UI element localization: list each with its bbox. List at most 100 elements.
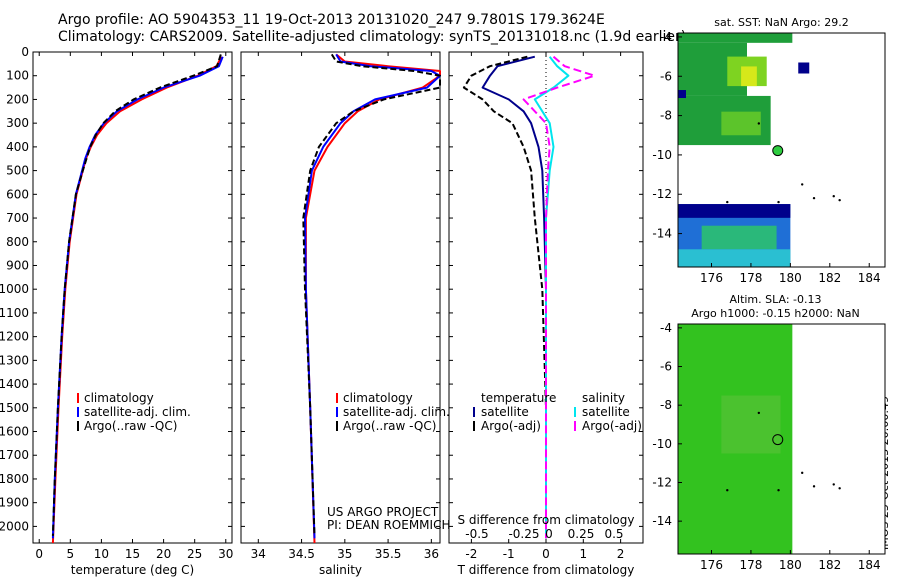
x-axis-label: salinity	[319, 563, 362, 577]
island-marker	[812, 196, 816, 200]
x-tick-label: 180	[779, 271, 802, 285]
y-tick-label: -14	[652, 514, 672, 528]
figure-title-line2: Climatology: CARS2009. Satellite-adjuste…	[58, 29, 687, 45]
island-marker	[777, 489, 780, 492]
series-line-temperature-argo-adj-	[462, 55, 547, 539]
sla-field-anomaly	[721, 395, 781, 454]
legend-label: Argo(..raw -QC)	[343, 419, 436, 433]
x-tick-label: -1	[503, 547, 515, 561]
x-tick-label: 176	[700, 271, 723, 285]
legend-label: climatology	[343, 391, 413, 405]
argo-position-marker	[772, 434, 784, 446]
legend-label: Argo(-adj)	[582, 419, 642, 433]
x-tick-label: 178	[739, 558, 762, 572]
y-tick-label: -6	[660, 69, 672, 83]
sst-cell	[678, 33, 793, 43]
temperature-panel: 0 5 10 15 20 25 30 temperature (deg C) 0 100 200 30…	[0, 45, 233, 577]
y-tick-label: 900	[6, 258, 29, 272]
sst-cell	[721, 111, 761, 136]
x-tick-label: 1	[579, 547, 587, 561]
legend-label: satellite-adj. clim.	[343, 405, 450, 419]
x-tick-label: 35	[337, 547, 352, 561]
x-tick-label: 0	[542, 547, 550, 561]
project-annotation: PI: DEAN ROEMMICH	[327, 518, 450, 532]
island-marker	[832, 195, 835, 198]
y-tick-label: -10	[652, 437, 672, 451]
series-line-satellite-adj-clim-	[51, 56, 224, 539]
sst-cell	[701, 225, 777, 250]
salinity-tick-label: 0.5	[604, 527, 623, 541]
y-tick-label: 100	[6, 69, 29, 83]
y-tick-label: 600	[6, 187, 29, 201]
series-line-climatology	[51, 56, 223, 544]
island-marker	[801, 183, 804, 186]
series-line-salinity-argo-adj-	[522, 55, 596, 539]
island-marker	[726, 489, 729, 492]
map-frame	[677, 32, 886, 268]
x-tick-label: 34.5	[288, 547, 315, 561]
y-tick-label: -10	[652, 148, 672, 162]
legend-label: climatology	[84, 391, 154, 405]
y-tick-label: -4	[660, 321, 672, 335]
series-line-argo-raw-qc-	[51, 54, 222, 536]
salinity-panel: 34 34.5 35 35.5 36 salinity climatologysatelli…	[240, 51, 450, 577]
island-marker	[812, 485, 816, 488]
x-tick-label: 2	[617, 547, 625, 561]
island-marker	[777, 200, 780, 204]
sst-cell	[798, 62, 810, 74]
x-axis-label: temperature (deg C)	[71, 563, 194, 577]
y-tick-label: 1800	[0, 472, 29, 486]
x-tick-label: 20	[156, 547, 171, 561]
argo-position-marker	[772, 145, 784, 157]
salinity-tick-label: 0.25	[568, 527, 595, 541]
legend-label: satellite	[582, 405, 630, 419]
x-tick-label: 10	[94, 547, 109, 561]
y-tick-label: -6	[660, 360, 672, 374]
x-tick-label: 184	[858, 271, 881, 285]
y-tick-label: 1600	[0, 425, 29, 439]
difference-panel: -2 -1 0 1 2 T difference from climatology temp…	[448, 51, 644, 577]
map-title: Altim. SLA: -0.13	[729, 293, 821, 306]
x-tick-label: -2	[465, 547, 477, 561]
y-tick-label: 400	[6, 140, 29, 154]
x-tick-label: 182	[818, 558, 841, 572]
y-tick-label: 1100	[0, 306, 29, 320]
y-tick-label: -12	[652, 475, 672, 489]
y-tick-label: 500	[6, 164, 29, 178]
x-tick-label: 34	[251, 547, 266, 561]
y-tick-label: -4	[660, 30, 672, 44]
x-tick-label: 178	[739, 271, 762, 285]
sst-cell	[741, 66, 757, 87]
plot-frame	[32, 51, 233, 544]
y-tick-label: -8	[660, 398, 672, 412]
x-tick-label: 36	[424, 547, 439, 561]
x-tick-label: 35.5	[375, 547, 402, 561]
x-axis-label-salinity: S difference from climatology	[458, 513, 635, 527]
sst-cell	[678, 249, 791, 267]
y-tick-label: 300	[6, 116, 29, 130]
sst-map-panel: 176 178 180 182 184 -4 -6 -8 -10 -12 -14 sat. SST: …	[652, 16, 886, 285]
map-title: sat. SST: NaN Argo: 29.2	[714, 16, 848, 29]
legend-label: Argo(..raw -QC)	[84, 419, 177, 433]
x-tick-label: 30	[218, 547, 233, 561]
island-marker	[757, 122, 761, 125]
island-marker	[757, 411, 761, 415]
legend-label: satellite-adj. clim.	[84, 405, 191, 419]
plot-frame	[240, 51, 441, 544]
y-tick-label: -8	[660, 109, 672, 123]
y-tick-label: 200	[6, 92, 29, 106]
sla-map-panel: 176 178 180 182 184 -4 -6 -8 -10 -12 -14 Altim. SLA…	[652, 293, 886, 572]
salinity-tick-label: 0	[545, 527, 553, 541]
series-line-argo-raw-qc-	[302, 53, 441, 536]
x-tick-label: 15	[125, 547, 140, 561]
x-tick-label: 0	[35, 547, 43, 561]
island-marker	[801, 471, 804, 475]
salinity-tick-label: -0.25	[508, 527, 539, 541]
y-tick-label: 1200	[0, 330, 29, 344]
y-tick-label: -12	[652, 187, 672, 201]
x-tick-label: 25	[187, 547, 202, 561]
x-tick-label: 184	[858, 558, 881, 572]
x-axis-label: T difference from climatology	[457, 563, 635, 577]
y-tick-label: 1900	[0, 496, 29, 510]
